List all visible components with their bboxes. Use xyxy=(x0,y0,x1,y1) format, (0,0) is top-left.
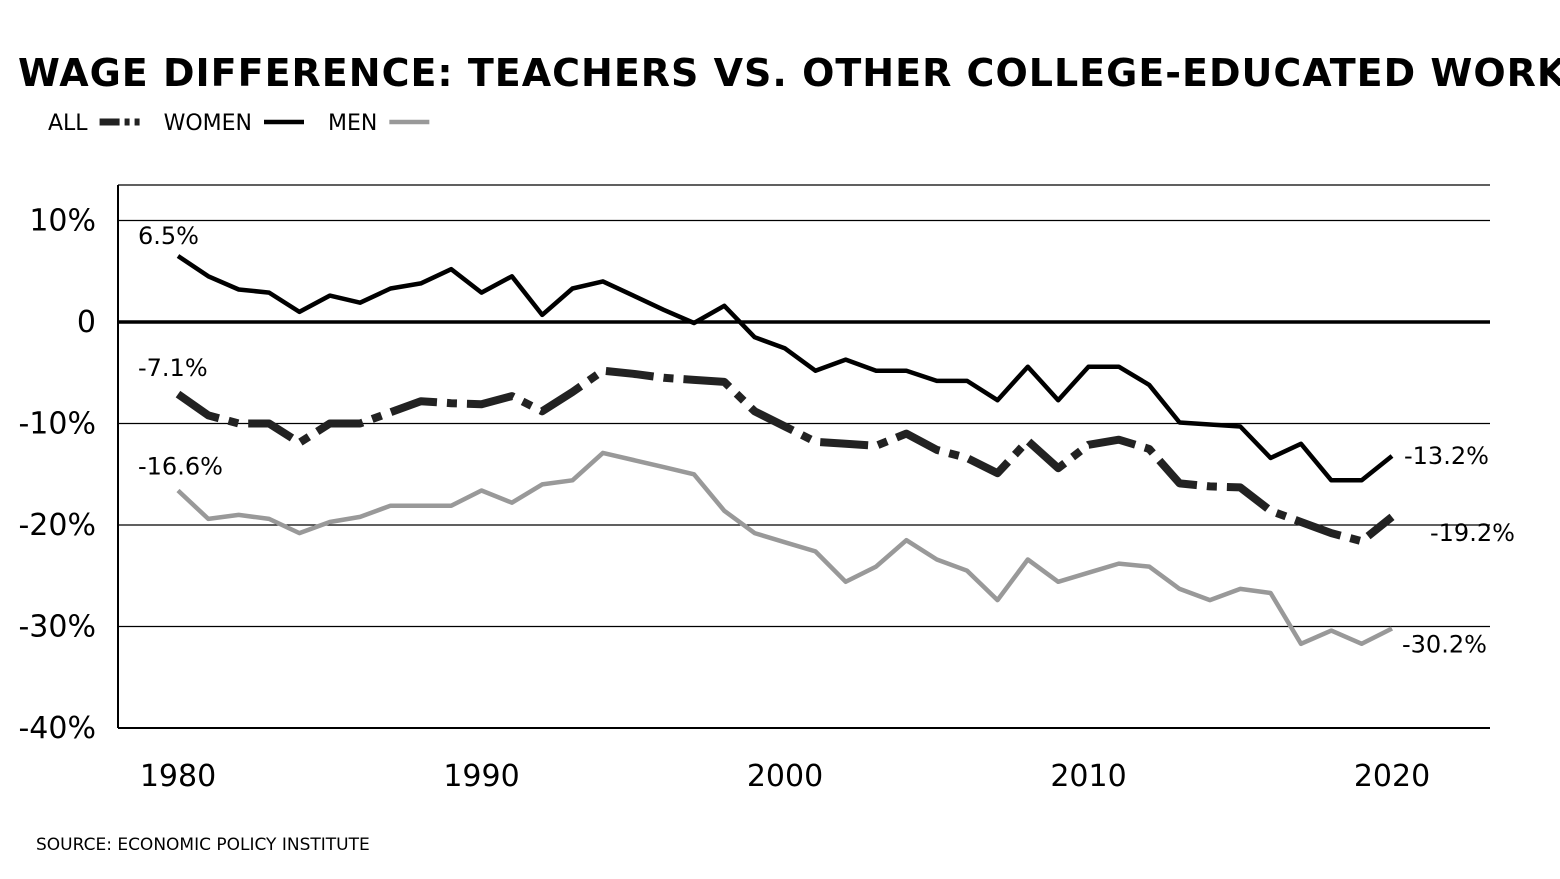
grid-lines xyxy=(118,184,1490,628)
legend-label-women: WOMEN xyxy=(164,111,252,136)
x-tick-label: 2010 xyxy=(1050,759,1126,794)
start-label-men: -16.6% xyxy=(138,452,223,480)
axes xyxy=(117,185,1490,729)
series-line-men xyxy=(176,450,1394,647)
x-axis-ticks: 1980 1990 2000 2010 2020 xyxy=(140,759,1430,794)
x-tick-label: 1980 xyxy=(140,759,216,794)
legend: ALL WOMEN MEN xyxy=(48,111,430,136)
end-label-all: -19.2% xyxy=(1430,519,1515,547)
start-label-women: 6.5% xyxy=(138,222,199,250)
end-label-women: -13.2% xyxy=(1404,442,1489,470)
y-tick-label: -20% xyxy=(18,508,96,543)
x-tick-label: 2020 xyxy=(1354,759,1430,794)
chart-title: WAGE DIFFERENCE: TEACHERS VS. OTHER COLL… xyxy=(18,51,1560,95)
y-axis-ticks: 10% 0 -10% -20% -30% -40% xyxy=(18,204,96,747)
y-tick-label: -10% xyxy=(18,407,96,442)
x-tick-label: 2000 xyxy=(747,759,823,794)
y-tick-label: -40% xyxy=(18,711,96,746)
y-tick-label: -30% xyxy=(18,610,96,645)
x-tick-label: 1990 xyxy=(443,759,519,794)
series-lines xyxy=(175,254,1395,647)
source-note: SOURCE: ECONOMIC POLICY INSTITUTE xyxy=(36,835,370,855)
series-line-all xyxy=(175,366,1395,546)
y-tick-label: 0 xyxy=(77,305,96,340)
y-tick-label: 10% xyxy=(29,204,96,239)
start-label-all: -7.1% xyxy=(138,354,208,382)
end-label-men: -30.2% xyxy=(1402,631,1487,659)
series-line-women xyxy=(176,254,1394,483)
data-labels: -7.1% -19.2% 6.5% -13.2% -16.6% -30.2% xyxy=(138,222,1515,659)
legend-label-all: ALL xyxy=(48,111,88,136)
legend-label-men: MEN xyxy=(328,111,377,136)
